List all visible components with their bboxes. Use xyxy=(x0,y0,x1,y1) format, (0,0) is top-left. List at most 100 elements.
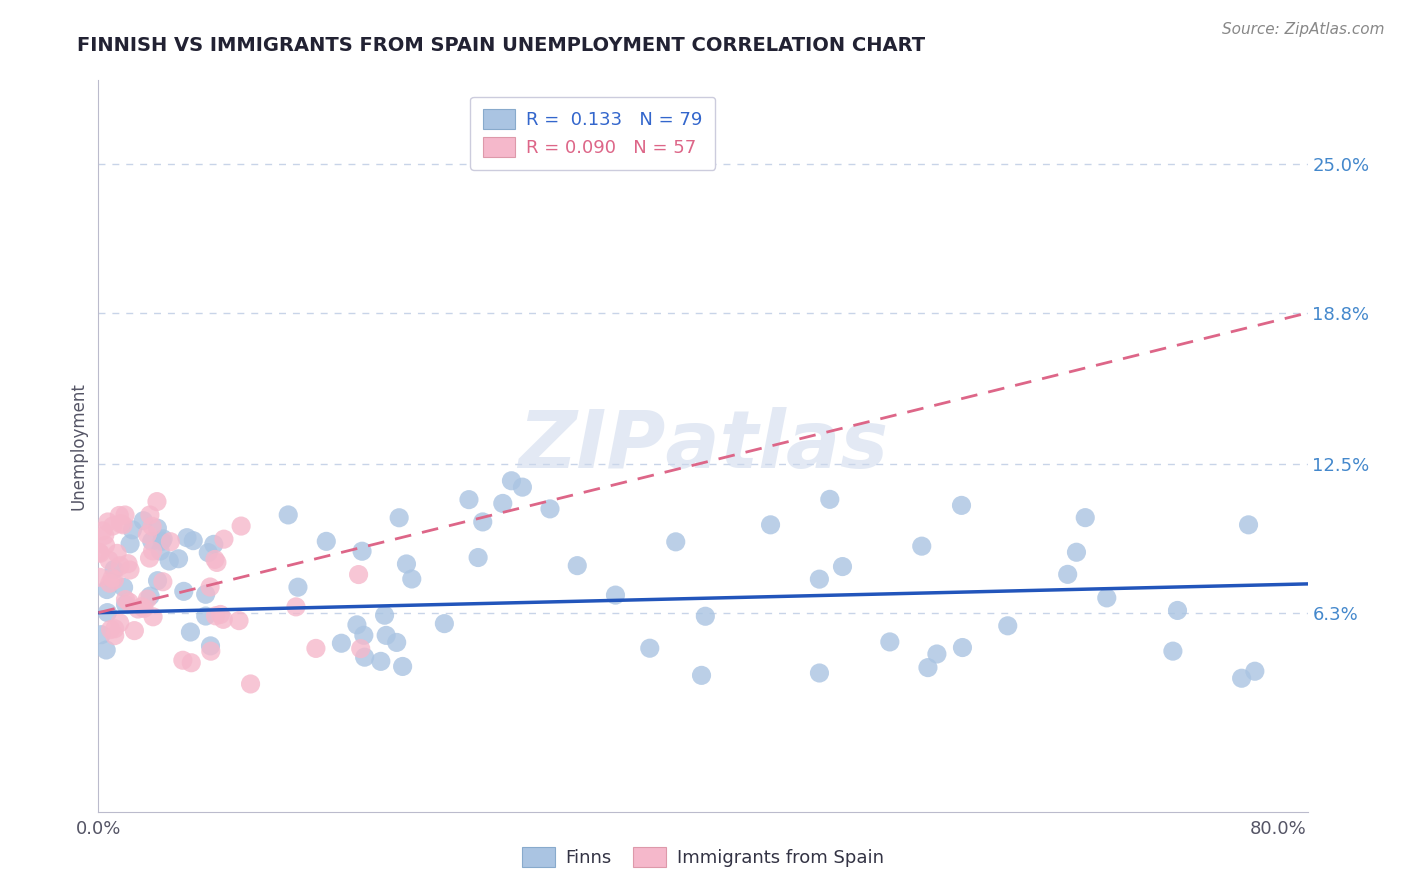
Point xyxy=(141,519,163,533)
Point xyxy=(103,562,125,576)
Point xyxy=(114,598,136,612)
Point xyxy=(212,532,235,546)
Point xyxy=(388,510,411,524)
Point xyxy=(353,650,375,665)
Point xyxy=(179,625,201,640)
Point xyxy=(114,592,136,607)
Point xyxy=(112,517,135,532)
Point xyxy=(112,580,135,594)
Point xyxy=(315,534,337,549)
Point xyxy=(501,474,523,488)
Point xyxy=(458,492,481,507)
Point xyxy=(101,519,124,533)
Point xyxy=(831,559,853,574)
Legend: Finns, Immigrants from Spain: Finns, Immigrants from Spain xyxy=(515,839,891,874)
Point xyxy=(97,515,120,529)
Point xyxy=(117,557,139,571)
Point xyxy=(350,641,373,656)
Point xyxy=(142,609,165,624)
Point xyxy=(1074,510,1097,524)
Point xyxy=(353,628,375,642)
Point xyxy=(467,550,489,565)
Point xyxy=(287,580,309,594)
Text: Source: ZipAtlas.com: Source: ZipAtlas.com xyxy=(1222,22,1385,37)
Point xyxy=(346,617,368,632)
Point xyxy=(110,558,132,573)
Point xyxy=(108,615,131,630)
Point xyxy=(204,608,226,623)
Point xyxy=(121,523,143,537)
Point xyxy=(239,677,262,691)
Point xyxy=(89,570,111,584)
Point xyxy=(395,557,418,571)
Point xyxy=(1166,603,1188,617)
Point xyxy=(538,502,561,516)
Point xyxy=(98,576,121,591)
Point xyxy=(127,602,149,616)
Point xyxy=(96,643,118,657)
Point xyxy=(146,521,169,535)
Point xyxy=(879,635,901,649)
Point xyxy=(108,508,131,523)
Point xyxy=(229,519,252,533)
Point xyxy=(146,574,169,588)
Point xyxy=(952,640,974,655)
Point xyxy=(759,517,782,532)
Point xyxy=(200,644,222,658)
Point xyxy=(690,668,713,682)
Point xyxy=(132,601,155,615)
Point xyxy=(141,534,163,549)
Point xyxy=(352,544,374,558)
Point xyxy=(142,544,165,558)
Point xyxy=(665,534,688,549)
Point xyxy=(167,551,190,566)
Point xyxy=(492,496,515,510)
Point xyxy=(131,599,153,614)
Text: FINNISH VS IMMIGRANTS FROM SPAIN UNEMPLOYMENT CORRELATION CHART: FINNISH VS IMMIGRANTS FROM SPAIN UNEMPLO… xyxy=(77,36,925,54)
Point xyxy=(87,545,110,559)
Point xyxy=(925,647,948,661)
Point xyxy=(110,516,132,531)
Point xyxy=(375,628,398,642)
Point xyxy=(181,533,204,548)
Point xyxy=(1095,591,1118,605)
Point xyxy=(136,527,159,541)
Point xyxy=(330,636,353,650)
Point xyxy=(200,639,222,653)
Point xyxy=(391,659,413,673)
Point xyxy=(695,609,717,624)
Point xyxy=(204,552,226,566)
Point xyxy=(105,546,128,560)
Point xyxy=(104,622,127,636)
Y-axis label: Unemployment: Unemployment xyxy=(69,382,87,510)
Point xyxy=(638,641,661,656)
Point xyxy=(401,572,423,586)
Point xyxy=(277,508,299,522)
Point xyxy=(198,580,221,594)
Point xyxy=(1056,567,1078,582)
Point xyxy=(202,537,225,551)
Point xyxy=(124,624,146,638)
Point xyxy=(120,537,142,551)
Point xyxy=(146,494,169,508)
Point xyxy=(228,614,250,628)
Point xyxy=(152,574,174,589)
Point xyxy=(159,534,181,549)
Point xyxy=(90,628,112,642)
Point xyxy=(139,508,162,522)
Point xyxy=(347,567,370,582)
Point xyxy=(136,592,159,607)
Point xyxy=(114,508,136,522)
Text: ZIP​atlas: ZIP​atlas xyxy=(517,407,889,485)
Point xyxy=(173,584,195,599)
Point xyxy=(567,558,589,573)
Point xyxy=(152,532,174,546)
Point xyxy=(98,553,121,567)
Point xyxy=(96,606,118,620)
Point xyxy=(385,635,408,649)
Point xyxy=(93,528,115,542)
Point xyxy=(172,653,194,667)
Point xyxy=(808,665,831,680)
Point xyxy=(917,660,939,674)
Point xyxy=(194,609,217,624)
